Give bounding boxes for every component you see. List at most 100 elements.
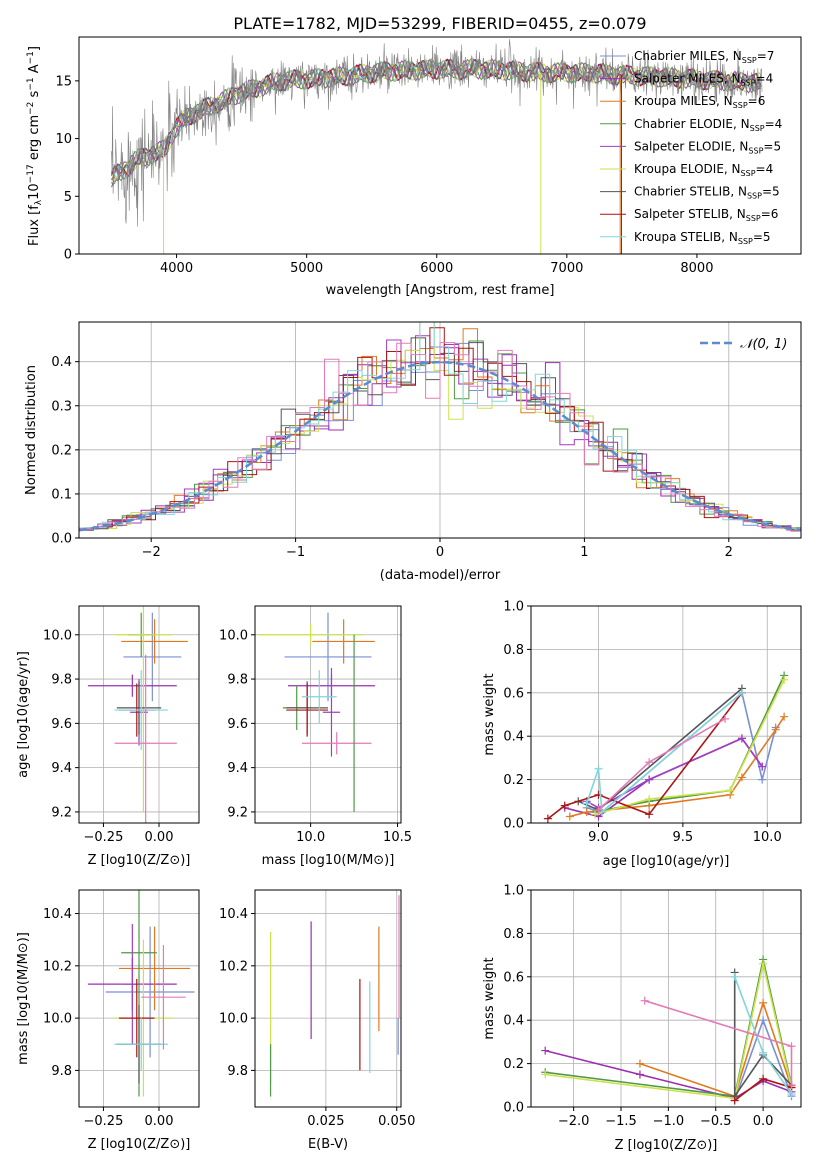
legend-nssp: =7 bbox=[757, 49, 775, 63]
massweight_vs_Z-ylabel: mass weight bbox=[482, 957, 497, 1039]
x-tick-label: 0.00 bbox=[145, 1114, 174, 1129]
x-tick-label: −0.25 bbox=[84, 830, 124, 845]
massweight_vs_age-frame bbox=[530, 605, 802, 824]
ylabel-part: A bbox=[27, 64, 42, 77]
mass_vs_EBV-plot-area bbox=[255, 890, 401, 1107]
weight-marker bbox=[730, 1096, 739, 1105]
legend-nssp: =4 bbox=[765, 117, 783, 131]
residual-histogram bbox=[87, 322, 801, 530]
x-tick-label: 4000 bbox=[160, 261, 193, 276]
x-tick-label: 8000 bbox=[680, 261, 713, 276]
mass_vs_EBV-xlabel: E(B-V) bbox=[308, 1137, 348, 1152]
weight-marker bbox=[645, 758, 654, 767]
legend-label: Chabrier MILES, NSSP=7 bbox=[634, 49, 774, 65]
weight-marker bbox=[771, 725, 780, 734]
weight-line bbox=[585, 692, 743, 814]
x-tick-label: 9.0 bbox=[588, 830, 609, 845]
massweight_vs_Z-plot-area bbox=[531, 890, 801, 1107]
weight-marker bbox=[594, 764, 603, 773]
y-tick-label: 10 bbox=[55, 132, 72, 147]
y-tick-label: 0.4 bbox=[503, 730, 524, 745]
x-tick-label: 1 bbox=[580, 545, 588, 560]
x-tick-label: 0 bbox=[436, 545, 444, 560]
weight-line bbox=[545, 963, 793, 1100]
x-tick-label: 9.5 bbox=[673, 830, 694, 845]
weight-line bbox=[594, 675, 785, 813]
ylabel-part: −1 bbox=[26, 77, 36, 90]
weight-marker bbox=[591, 810, 600, 819]
mass_vs_Z-ylabel: mass [log10(M/M⊙)] bbox=[16, 932, 31, 1065]
weight-marker bbox=[737, 734, 746, 743]
weight-marker bbox=[582, 799, 591, 808]
legend-nssp: =6 bbox=[748, 94, 766, 108]
ylabel-part: Flux [f bbox=[27, 205, 42, 246]
age_vs_Z-xlabel: Z [log10(Z/Z⊙)] bbox=[88, 853, 191, 868]
y-tick-label: 10.0 bbox=[43, 628, 72, 643]
weight-marker bbox=[645, 810, 654, 819]
spectrum-ylabel: Flux [fλ10−17 erg cm−2 s−1 A−1] bbox=[26, 46, 44, 246]
legend-subscript: SSP bbox=[741, 79, 756, 88]
y-tick-label: 10.2 bbox=[219, 959, 248, 974]
mass_vs_Z-frame bbox=[78, 889, 200, 1108]
y-tick-label: 0.3 bbox=[51, 399, 72, 414]
y-tick-label: 10.4 bbox=[43, 907, 72, 922]
legend-label: 𝒩(0, 1) bbox=[740, 337, 787, 352]
weight-marker bbox=[541, 1046, 550, 1055]
y-tick-label: 0.4 bbox=[51, 355, 72, 370]
weight-line bbox=[639, 1000, 793, 1098]
legend-subscript: SSP bbox=[748, 146, 763, 155]
y-tick-label: 1.0 bbox=[503, 600, 524, 615]
weight-marker bbox=[737, 688, 746, 697]
mass_vs_EBV-frame bbox=[254, 889, 402, 1108]
age_vs_Z-plot-area bbox=[79, 606, 199, 823]
weight-marker bbox=[787, 1089, 796, 1098]
x-tick-label: 0.025 bbox=[307, 1114, 344, 1129]
massweight_vs_Z-axes: −2.0 −1.5 −1.0 −0.5 0.0 0.0 0.2 0.4 0.6 0.8 1.0 Z [… bbox=[482, 884, 802, 1153]
weight-marker bbox=[721, 714, 730, 723]
legend-label: Salpeter MILES, NSSP=4 bbox=[634, 72, 773, 88]
x-tick-label: 0.0 bbox=[753, 1114, 774, 1129]
x-tick-label: −1.5 bbox=[605, 1114, 637, 1129]
y-tick-label: 10.4 bbox=[219, 907, 248, 922]
x-tick-label: −1.0 bbox=[653, 1114, 685, 1129]
y-tick-label: 0.0 bbox=[503, 817, 524, 832]
massweight_vs_age-xlabel: age [log10(age/yr)] bbox=[603, 854, 730, 869]
y-tick-label: 1.0 bbox=[503, 884, 524, 899]
y-tick-label: 9.6 bbox=[227, 717, 248, 732]
y-tick-label: 9.8 bbox=[51, 1064, 72, 1079]
spectrum-xlabel: wavelength [Angstrom, rest frame] bbox=[326, 283, 555, 298]
weight-marker bbox=[759, 1074, 768, 1083]
x-tick-label: −0.5 bbox=[700, 1114, 732, 1129]
y-tick-label: 0.4 bbox=[503, 1014, 524, 1029]
ylabel-part: ] bbox=[27, 46, 42, 51]
y-tick-label: 0.8 bbox=[503, 927, 524, 942]
x-tick-label: 10.0 bbox=[753, 830, 782, 845]
x-tick-label: 10.0 bbox=[296, 830, 325, 845]
weight-marker bbox=[541, 1070, 550, 1079]
weight-marker bbox=[582, 808, 591, 817]
y-tick-label: 9.2 bbox=[51, 805, 72, 820]
y-tick-label: 0.8 bbox=[503, 643, 524, 658]
legend-label: Chabrier ELODIE, NSSP=4 bbox=[634, 117, 782, 133]
legend-subscript: SSP bbox=[741, 169, 756, 178]
weight-marker bbox=[759, 1016, 768, 1025]
x-tick-label: 0.00 bbox=[145, 830, 174, 845]
legend-subscript: SSP bbox=[746, 214, 761, 223]
weight-marker bbox=[726, 786, 735, 795]
ylabel-part: −2 bbox=[26, 102, 36, 115]
figure-title: PLATE=1782, MJD=53299, FIBERID=0455, z=0… bbox=[233, 14, 646, 33]
massweight_vs_age-axes: 9.0 9.5 10.0 0.0 0.2 0.4 0.6 0.8 1.0 age [log10(a… bbox=[482, 600, 802, 869]
weight-marker bbox=[759, 998, 768, 1007]
observed-spectrum bbox=[111, 39, 763, 227]
x-tick-label: −2.0 bbox=[558, 1114, 590, 1129]
residuals-xlabel: (data-model)/error bbox=[380, 568, 501, 583]
residuals-ylabel: Normed distribution bbox=[24, 365, 39, 495]
residual-histogram bbox=[83, 327, 801, 532]
massweight_vs_Z-xlabel: Z [log10(Z/Z⊙)] bbox=[615, 1138, 718, 1153]
y-tick-label: 0.2 bbox=[503, 1057, 524, 1072]
weight-marker bbox=[730, 972, 739, 981]
age_vs_Z-axes: −0.25 0.00 9.2 9.4 9.6 9.8 10.0 Z [log10(Z/Z⊙)]… bbox=[16, 605, 200, 868]
x-tick-label: 10.5 bbox=[383, 830, 412, 845]
